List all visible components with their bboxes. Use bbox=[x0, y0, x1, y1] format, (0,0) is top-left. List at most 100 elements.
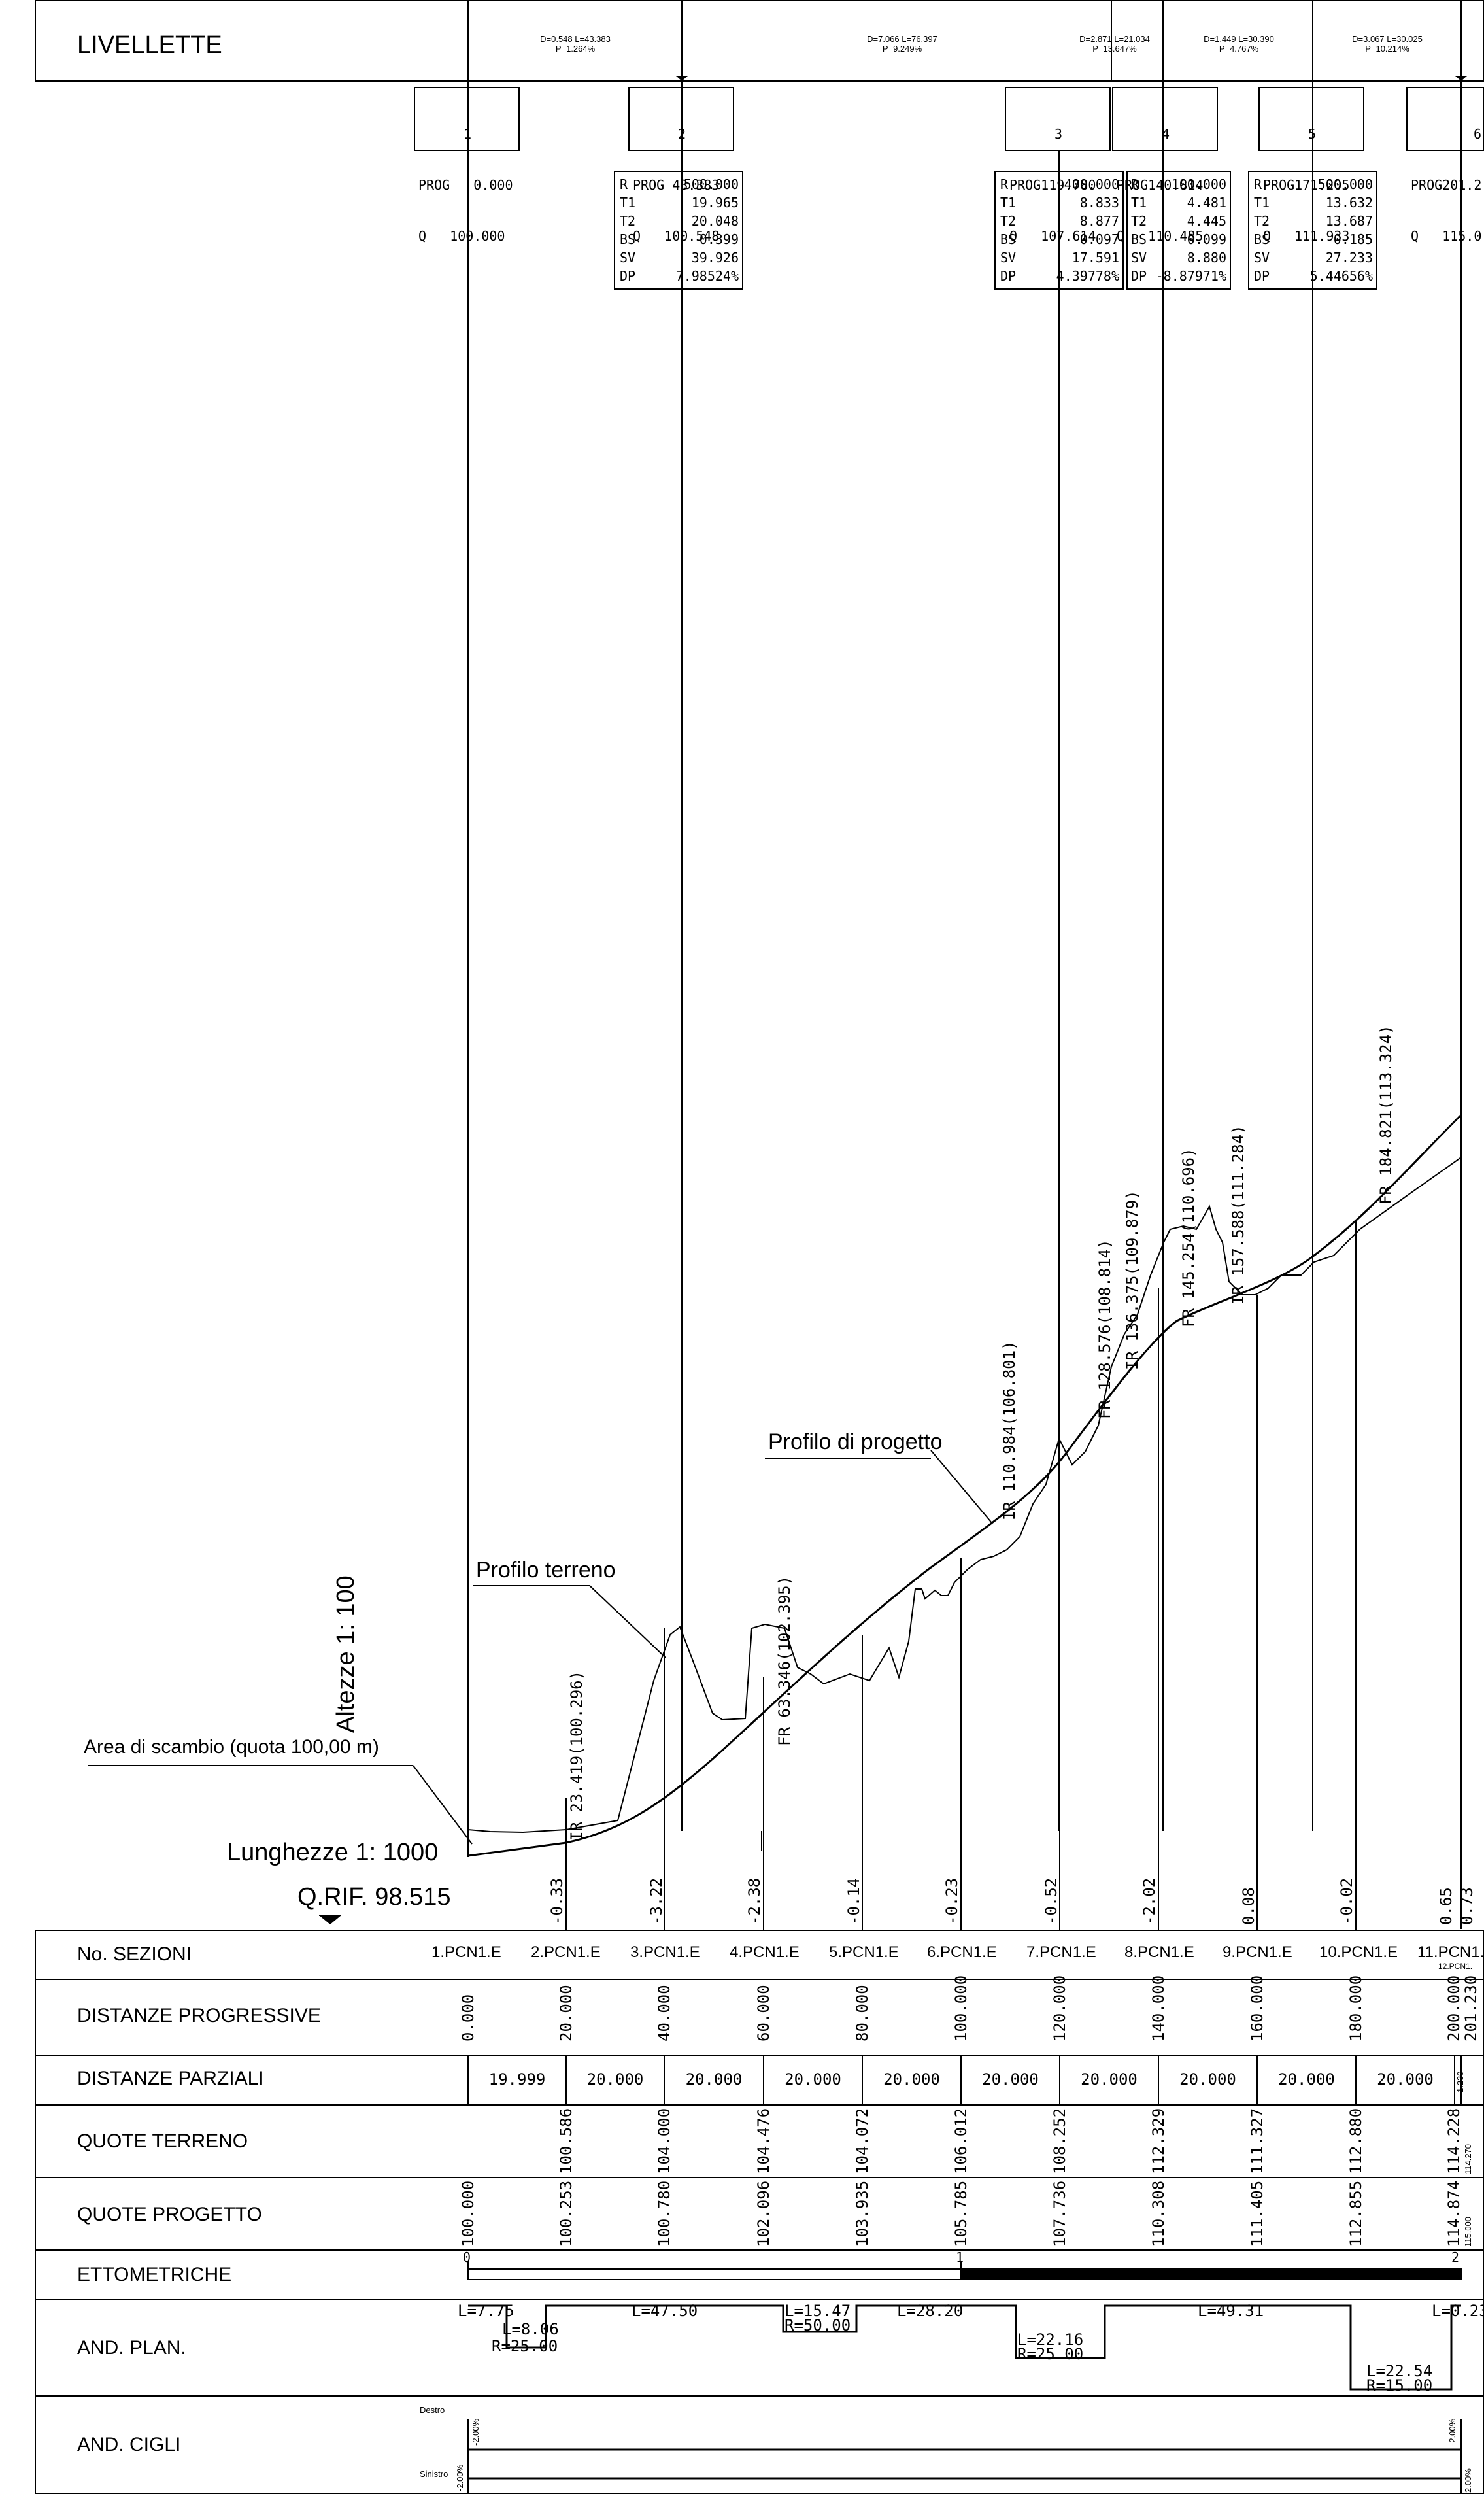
progetto-10: 112.855 bbox=[1347, 2180, 1365, 2247]
curve-4-k5: DP bbox=[1131, 268, 1147, 284]
curve-5-v5: 5.44656% bbox=[1309, 268, 1373, 284]
diff-4: -0.14 bbox=[845, 1877, 863, 1925]
curve-5-k4: SV bbox=[1254, 250, 1270, 265]
section-3: 3.PCN1.E bbox=[630, 1943, 700, 1961]
point-7: IR 157.588(111.284) bbox=[1229, 1125, 1247, 1305]
curve-2-k0: R bbox=[620, 177, 628, 192]
progetto-7: 107.736 bbox=[1051, 2180, 1069, 2247]
vertex-box-6 bbox=[1406, 87, 1484, 151]
diff-2: -3.22 bbox=[647, 1877, 666, 1925]
curve-5-v2: 13.687 bbox=[1325, 213, 1373, 229]
parz-9: 20.000 bbox=[1278, 2070, 1335, 2089]
curve-3-k1: T1 bbox=[1000, 195, 1017, 211]
curve-2-k1: T1 bbox=[620, 195, 636, 211]
cigli-s-left: -2.00% bbox=[455, 2464, 465, 2491]
point-3: IR 110.984(106.801) bbox=[1000, 1341, 1019, 1520]
etto-2: 2 bbox=[1451, 2249, 1460, 2265]
curve-4-v5: -8.87971% bbox=[1155, 268, 1226, 284]
terreno-11: 114.270 bbox=[1463, 2144, 1473, 2174]
prog-6: 100.000 bbox=[952, 1975, 970, 2041]
prog-2: 20.000 bbox=[557, 1985, 575, 2041]
parz-5: 20.000 bbox=[883, 2070, 940, 2089]
progetto-8: 110.308 bbox=[1149, 2180, 1168, 2247]
curve-4: R 100.000 T1 4.481 T2 4.445 BS 0.099 SV 8.880… bbox=[1131, 175, 1226, 285]
plan-l-8: L=0.23 bbox=[1432, 2302, 1484, 2320]
segment-4: D=1.449 L=30.390 P=4.767% bbox=[1170, 34, 1307, 54]
curve-5-v3: 0.185 bbox=[1333, 231, 1373, 247]
label-area-scambio: Area di scambio (quota 100,00 m) bbox=[84, 1736, 379, 1758]
curve-4-v0: 100.000 bbox=[1171, 177, 1226, 192]
curve-5-k1: T1 bbox=[1254, 195, 1270, 211]
curve-3-k4: SV bbox=[1000, 250, 1017, 265]
vertex-5-prog: PROG171.205 bbox=[1263, 177, 1350, 193]
plan-l-3: L=47.50 bbox=[632, 2302, 698, 2320]
vertex-box-3 bbox=[1005, 87, 1111, 151]
vertex-1: 1 PROG 0.000 Q 100.000 bbox=[418, 92, 516, 262]
terrain-profile bbox=[467, 1157, 1462, 1834]
curve-3-k5: DP bbox=[1000, 268, 1017, 284]
vertex-box-2 bbox=[628, 87, 734, 151]
vertex-4-prog: PROG140.814 bbox=[1117, 177, 1204, 193]
vertex-3-prog: PROG119.780 bbox=[1009, 177, 1096, 193]
vertex-1-prog: PROG 0.000 bbox=[418, 177, 513, 193]
prog-7: 120.000 bbox=[1051, 1975, 1069, 2041]
segment-4-p: P=4.767% bbox=[1219, 44, 1259, 54]
segment-3: D=2.871 L=21.034 P=13.647% bbox=[1059, 34, 1170, 54]
cigli-s-right: 2.00% bbox=[1463, 2468, 1473, 2493]
curve-5-v1: 13.632 bbox=[1325, 195, 1373, 211]
cigli-d-left: -2.00% bbox=[471, 2418, 481, 2446]
progetto-2: 100.253 bbox=[557, 2180, 575, 2247]
prog-10: 180.000 bbox=[1347, 1975, 1365, 2041]
curve-2-k5: DP bbox=[620, 268, 636, 284]
segment-3-d: D=2.871 bbox=[1079, 34, 1112, 44]
diff-1: -0.33 bbox=[548, 1877, 566, 1925]
diff-3: -2.38 bbox=[745, 1877, 764, 1925]
diff-7: -2.02 bbox=[1140, 1877, 1158, 1925]
progetto-3: 100.780 bbox=[655, 2180, 673, 2247]
terreno-5: 106.012 bbox=[952, 2108, 970, 2174]
curve-3: R 400.000 T1 8.833 T2 8.877 BS 0.097 SV 17.59… bbox=[1000, 175, 1119, 285]
prog-9: 160.000 bbox=[1248, 1975, 1266, 2041]
curve-5-k5: DP bbox=[1254, 268, 1270, 284]
progetto-6: 105.785 bbox=[952, 2180, 970, 2247]
prog-4: 60.000 bbox=[754, 1985, 773, 2041]
plan-r-2: R=25.00 bbox=[492, 2337, 558, 2355]
vertex-5-q: Q 111.933 bbox=[1263, 228, 1350, 244]
vertex-2: 2 PROG 43.383 Q 100.548 bbox=[633, 92, 731, 262]
parz-8: 20.000 bbox=[1179, 2070, 1236, 2089]
segment-2-l: L=76.397 bbox=[902, 34, 937, 44]
curve-5: R 500.000 T1 13.632 T2 13.687 BS 0.185 SV 27.… bbox=[1254, 175, 1373, 285]
vertex-2-number: 2 bbox=[677, 126, 686, 142]
row-label-progetto: QUOTE PROGETTO bbox=[77, 2204, 262, 2225]
parz-10: 20.000 bbox=[1377, 2070, 1434, 2089]
vertex-box-4 bbox=[1112, 87, 1218, 151]
curve-2-v0: 500.000 bbox=[683, 177, 739, 192]
parz-2: 20.000 bbox=[586, 2070, 644, 2089]
segment-3-p: P=13.647% bbox=[1092, 44, 1137, 54]
etto-0: 0 bbox=[463, 2249, 471, 2265]
segment-5: D=3.067 L=30.025 P=10.214% bbox=[1318, 34, 1457, 54]
curve-5-k2: T2 bbox=[1254, 213, 1270, 229]
vertex-2-prog: PROG 43.383 bbox=[633, 177, 720, 193]
vertex-5: 5 PROG171.205 Q 111.933 bbox=[1263, 92, 1361, 262]
curve-2-v1: 19.965 bbox=[691, 195, 739, 211]
header-title: LIVELLETTE bbox=[77, 31, 222, 59]
label-lunghezze: Lunghezze 1: 1000 bbox=[227, 1839, 439, 1866]
planimetric-line bbox=[468, 2304, 1461, 2391]
vertex-4: 4 PROG140.814 Q 110.485 bbox=[1117, 92, 1215, 262]
plan-l-9: L=22.54 bbox=[1366, 2362, 1433, 2380]
curve-4-k2: T2 bbox=[1131, 213, 1147, 229]
label-profilo-progetto: Profilo di progetto bbox=[768, 1429, 943, 1454]
vertex-box-1 bbox=[414, 87, 520, 151]
vertex-3-q: Q 107.614 bbox=[1009, 228, 1096, 244]
etto-1: 1 bbox=[956, 2249, 964, 2265]
curve-box-4 bbox=[1126, 171, 1231, 290]
vertex-6-q: Q 115.0 bbox=[1411, 228, 1482, 244]
terreno-2: 104.000 bbox=[655, 2108, 673, 2174]
row-label-terreno: QUOTE TERRENO bbox=[77, 2130, 248, 2152]
section-4: 4.PCN1.E bbox=[730, 1943, 800, 1961]
segment-4-d: D=1.449 bbox=[1204, 34, 1236, 44]
vertex-1-q: Q 100.000 bbox=[418, 228, 505, 244]
table-frame bbox=[35, 1930, 1484, 2494]
progetto-1: 100.000 bbox=[459, 2180, 477, 2247]
